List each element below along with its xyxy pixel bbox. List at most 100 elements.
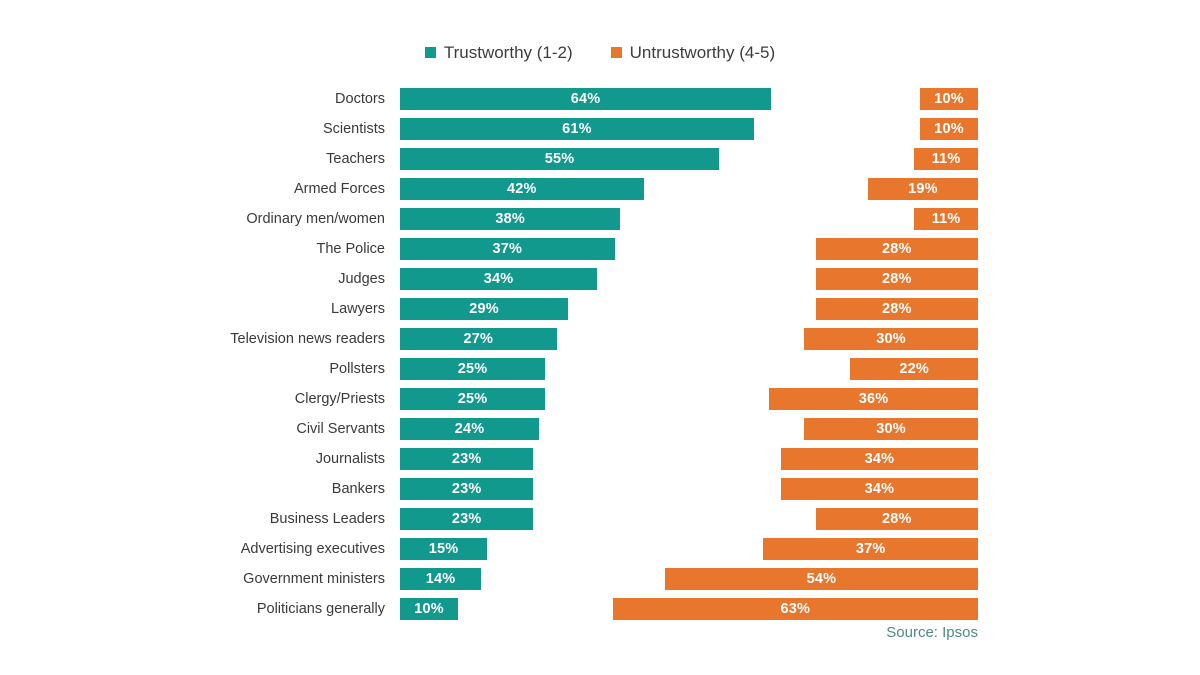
bar-untrustworthy[interactable]: 34% [780, 448, 978, 470]
bar-untrustworthy[interactable]: 28% [815, 298, 978, 320]
bar-value-label: 55% [544, 150, 575, 167]
bar-trustworthy[interactable]: 61% [400, 118, 754, 140]
bar-trustworthy[interactable]: 38% [400, 208, 621, 230]
category-label: Civil Servants [296, 421, 385, 437]
bar-trustworthy[interactable]: 10% [400, 598, 458, 620]
chart-row: Bankers 23% 34% [0, 474, 1200, 504]
bar-value-label: 37% [492, 240, 523, 257]
chart-plot-area: Doctors 64% 10% Scientists 61% 10% Teachers 55%… [0, 84, 1200, 624]
square-swatch-icon [424, 47, 436, 58]
chart-row: Civil Servants 24% 30% [0, 414, 1200, 444]
bar-trustworthy[interactable]: 27% [400, 328, 557, 350]
chart-legend: Trustworthy (1-2) Untrustworthy (4-5) [0, 44, 1200, 61]
bar-value-label: 19% [908, 180, 938, 197]
bar-untrustworthy[interactable]: 11% [914, 208, 978, 230]
chart-row: Lawyers 29% 28% [0, 294, 1200, 324]
bar-untrustworthy[interactable]: 54% [664, 568, 978, 590]
bar-trustworthy[interactable]: 23% [400, 478, 534, 500]
bar-untrustworthy[interactable]: 11% [914, 148, 978, 170]
bar-value-label: 14% [425, 570, 456, 587]
bar-value-label: 42% [506, 180, 537, 197]
category-label: Politicians generally [256, 601, 385, 617]
source-note: Source: Ipsos [886, 624, 978, 641]
bar-untrustworthy[interactable]: 30% [804, 328, 978, 350]
bar-value-label: 38% [495, 210, 525, 227]
bar-value-label: 28% [881, 240, 912, 257]
bar-trustworthy[interactable]: 34% [400, 268, 598, 290]
bar-untrustworthy[interactable]: 36% [769, 388, 978, 410]
bar-trustworthy[interactable]: 25% [400, 358, 545, 380]
bar-value-label: 11% [931, 210, 961, 227]
bar-trustworthy[interactable]: 42% [400, 178, 644, 200]
category-label: Television news readers [230, 331, 385, 347]
bar-value-label: 10% [414, 600, 444, 617]
bar-trustworthy[interactable]: 23% [400, 508, 534, 530]
bar-untrustworthy[interactable]: 63% [612, 598, 978, 620]
chart-row: Teachers 55% 11% [0, 144, 1200, 174]
bar-value-label: 23% [451, 480, 482, 497]
chart-row: Business Leaders 23% 28% [0, 504, 1200, 534]
bar-trustworthy[interactable]: 24% [400, 418, 540, 440]
category-label: Teachers [326, 151, 385, 167]
bar-value-label: 28% [881, 510, 912, 527]
bar-value-label: 34% [864, 450, 895, 467]
bar-trustworthy[interactable]: 37% [400, 238, 615, 260]
bar-value-label: 28% [881, 270, 912, 287]
bar-value-label: 10% [934, 90, 964, 107]
bar-value-label: 37% [855, 540, 886, 557]
bar-value-label: 10% [934, 120, 964, 137]
bar-value-label: 61% [562, 120, 592, 137]
category-label: Clergy/Priests [294, 391, 385, 407]
chart-row: Judges 34% 28% [0, 264, 1200, 294]
legend-label-trustworthy: Trustworthy (1-2) [443, 43, 573, 62]
bar-value-label: 28% [881, 300, 912, 317]
legend-label-untrustworthy: Untrustworthy (4-5) [629, 43, 776, 62]
chart-row: Government ministers 14% 54% [0, 564, 1200, 594]
bar-untrustworthy[interactable]: 10% [920, 118, 978, 140]
bar-value-label: 22% [899, 360, 930, 377]
chart-row: Doctors 64% 10% [0, 84, 1200, 114]
bar-value-label: 15% [428, 540, 459, 557]
bar-untrustworthy[interactable]: 28% [815, 508, 978, 530]
bar-trustworthy[interactable]: 55% [400, 148, 719, 170]
bar-untrustworthy[interactable]: 37% [763, 538, 978, 560]
chart-row: Advertising executives 15% 37% [0, 534, 1200, 564]
chart-row: Pollsters 25% 22% [0, 354, 1200, 384]
bar-untrustworthy[interactable]: 22% [850, 358, 978, 380]
bar-value-label: 25% [457, 360, 488, 377]
bar-trustworthy[interactable]: 64% [400, 88, 772, 110]
category-label: Ordinary men/women [246, 211, 385, 227]
bar-untrustworthy[interactable]: 10% [920, 88, 978, 110]
bar-untrustworthy[interactable]: 30% [804, 418, 978, 440]
category-label: Armed Forces [293, 181, 385, 197]
bar-value-label: 23% [451, 450, 482, 467]
bar-value-label: 25% [457, 390, 488, 407]
chart-row: The Police 37% 28% [0, 234, 1200, 264]
bar-value-label: 11% [931, 150, 961, 167]
bar-trustworthy[interactable]: 14% [400, 568, 482, 590]
bar-untrustworthy[interactable]: 28% [815, 238, 978, 260]
bar-untrustworthy[interactable]: 19% [867, 178, 978, 200]
legend-item-trustworthy[interactable]: Trustworthy (1-2) [424, 43, 573, 62]
bar-trustworthy[interactable]: 25% [400, 388, 545, 410]
category-label: Judges [338, 271, 385, 287]
bar-trustworthy[interactable]: 29% [400, 298, 569, 320]
legend-item-untrustworthy[interactable]: Untrustworthy (4-5) [610, 43, 776, 62]
chart-row: Ordinary men/women 38% 11% [0, 204, 1200, 234]
category-label: Business Leaders [269, 511, 385, 527]
bar-trustworthy[interactable]: 23% [400, 448, 534, 470]
bar-value-label: 29% [469, 300, 499, 317]
category-label: Bankers [331, 481, 385, 497]
category-label: Doctors [335, 91, 385, 107]
category-label: Scientists [322, 121, 385, 137]
bar-value-label: 36% [858, 390, 889, 407]
chart-row: Armed Forces 42% 19% [0, 174, 1200, 204]
bar-value-label: 30% [876, 330, 906, 347]
chart-row: Journalists 23% 34% [0, 444, 1200, 474]
bar-untrustworthy[interactable]: 28% [815, 268, 978, 290]
bar-value-label: 64% [570, 90, 601, 107]
bar-trustworthy[interactable]: 15% [400, 538, 487, 560]
bar-untrustworthy[interactable]: 34% [780, 478, 978, 500]
category-label: Lawyers [331, 301, 385, 317]
